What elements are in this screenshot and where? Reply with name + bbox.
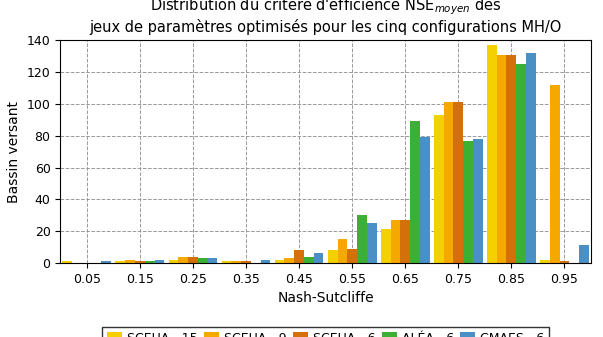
Bar bbox=[135, 261, 145, 263]
Bar bbox=[550, 85, 560, 263]
Bar bbox=[241, 261, 251, 263]
Y-axis label: Bassin versant: Bassin versant bbox=[7, 101, 21, 203]
Bar bbox=[579, 245, 589, 263]
Bar bbox=[540, 260, 550, 263]
Bar bbox=[507, 55, 516, 263]
Bar bbox=[328, 250, 338, 263]
Bar bbox=[169, 260, 178, 263]
Bar bbox=[444, 102, 453, 263]
Bar bbox=[463, 141, 473, 263]
Bar bbox=[314, 253, 323, 263]
Bar bbox=[400, 220, 410, 263]
Bar bbox=[516, 64, 526, 263]
Bar bbox=[357, 215, 367, 263]
Bar bbox=[526, 53, 535, 263]
Bar bbox=[275, 260, 285, 263]
Bar bbox=[453, 102, 463, 263]
Bar bbox=[473, 139, 482, 263]
Bar bbox=[188, 256, 198, 263]
Bar bbox=[101, 261, 111, 263]
Bar bbox=[260, 260, 270, 263]
Bar bbox=[434, 115, 444, 263]
Bar bbox=[560, 261, 569, 263]
Bar bbox=[232, 261, 241, 263]
Title: Distribution du critère d'efficience NSE$_{moyen}$ des
jeux de paramètres optimi: Distribution du critère d'efficience NSE… bbox=[89, 0, 562, 35]
Bar bbox=[125, 260, 135, 263]
Bar bbox=[367, 223, 376, 263]
Bar bbox=[304, 256, 314, 263]
Bar bbox=[285, 258, 294, 263]
Legend: SCEUA - 15, SCEUA - 9, SCEUA - 6, ALÉA - 6, CMAES - 6: SCEUA - 15, SCEUA - 9, SCEUA - 6, ALÉA -… bbox=[102, 327, 549, 337]
Bar bbox=[222, 261, 232, 263]
Bar bbox=[347, 249, 357, 263]
Bar bbox=[391, 220, 400, 263]
Bar bbox=[497, 55, 507, 263]
Bar bbox=[410, 121, 420, 263]
Bar bbox=[116, 261, 125, 263]
Bar bbox=[338, 239, 347, 263]
Bar bbox=[420, 137, 429, 263]
Bar bbox=[154, 260, 164, 263]
Bar bbox=[178, 256, 188, 263]
Bar bbox=[63, 261, 72, 263]
Bar bbox=[198, 258, 207, 263]
Bar bbox=[381, 229, 391, 263]
Bar bbox=[294, 250, 304, 263]
Bar bbox=[145, 261, 154, 263]
Bar bbox=[207, 258, 217, 263]
Bar bbox=[487, 45, 497, 263]
X-axis label: Nash-Sutcliffe: Nash-Sutcliffe bbox=[277, 291, 374, 305]
